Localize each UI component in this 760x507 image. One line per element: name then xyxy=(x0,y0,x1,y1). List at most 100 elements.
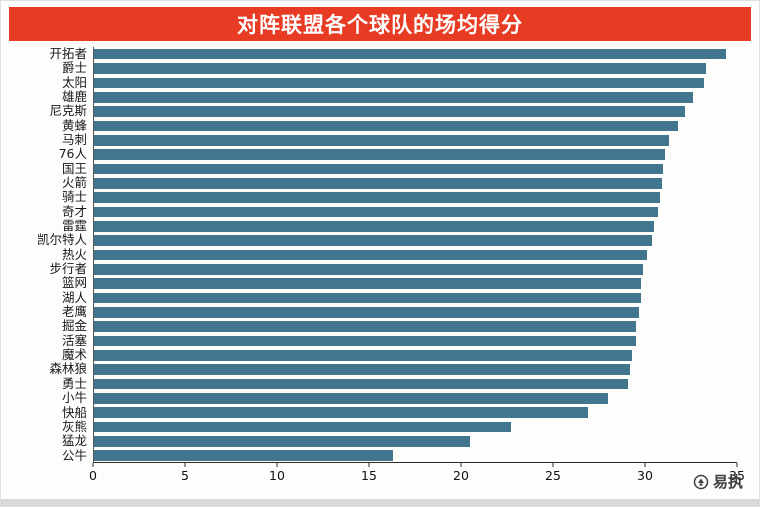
bar-track xyxy=(93,307,737,318)
bar-track xyxy=(93,264,737,275)
y-tick-label: 爵士 xyxy=(61,60,87,76)
x-axis: 0 5 10 15 20 25 30 35 xyxy=(89,463,745,485)
watermark-text: 易执 xyxy=(712,473,743,491)
bar xyxy=(93,321,636,332)
chart-row: 湖人 xyxy=(11,291,737,305)
y-tick-label: 猛龙 xyxy=(61,433,87,449)
x-tick-label: 20 xyxy=(453,468,469,483)
bar-track xyxy=(93,292,737,304)
bar xyxy=(93,120,679,132)
y-tick-label: 太阳 xyxy=(61,74,87,90)
watermark: 易执 xyxy=(693,471,743,492)
bar-track xyxy=(93,220,737,232)
chart-row: 公牛 xyxy=(11,449,737,463)
bar-track xyxy=(93,192,737,203)
y-tick-label: 勇士 xyxy=(61,375,87,391)
bar-track xyxy=(93,335,737,347)
chart-row: 雷霆 xyxy=(11,219,737,233)
x-tick-label: 15 xyxy=(361,468,377,483)
bar-track xyxy=(93,48,737,60)
bar-track xyxy=(93,91,737,103)
x-tick-mark xyxy=(276,463,278,467)
x-tick-mark xyxy=(644,463,646,467)
chart-row: 开拓者 xyxy=(11,47,737,61)
y-tick-label: 雷霆 xyxy=(61,218,87,234)
bar xyxy=(93,134,669,146)
y-tick-label: 老鹰 xyxy=(61,304,87,320)
y-tick-label: 开拓者 xyxy=(49,45,87,61)
y-tick-label: 湖人 xyxy=(61,289,87,305)
chart-row: 老鹰 xyxy=(11,305,737,319)
chart-row: 火箭 xyxy=(11,176,737,190)
bar-track xyxy=(93,77,737,89)
bar-track xyxy=(93,177,737,189)
chart-row: 尼克斯 xyxy=(11,104,737,118)
x-tick-label: 30 xyxy=(637,468,653,483)
x-tick-mark xyxy=(92,463,94,467)
bar-track xyxy=(93,120,737,132)
chart-row: 爵士 xyxy=(11,61,737,75)
chart-row: 雄鹿 xyxy=(11,90,737,104)
bar-track xyxy=(93,421,737,433)
chart-row: 快船 xyxy=(11,406,737,420)
bar xyxy=(93,149,666,160)
bar-track xyxy=(93,436,737,447)
chart-row: 活塞 xyxy=(11,334,737,348)
chart-row: 魔术 xyxy=(11,348,737,362)
y-tick-label: 魔术 xyxy=(61,347,87,363)
y-tick-label: 公牛 xyxy=(61,447,87,463)
x-tick-mark xyxy=(460,463,462,467)
bottom-strip xyxy=(1,499,759,506)
bar xyxy=(93,378,629,390)
bar-track xyxy=(93,134,737,146)
y-tick-label: 马刺 xyxy=(61,131,87,147)
bar xyxy=(93,206,658,218)
bar xyxy=(93,278,642,289)
bar xyxy=(93,91,693,103)
chart-row: 热火 xyxy=(11,248,737,262)
bar-track xyxy=(93,321,737,332)
x-tick-mark xyxy=(736,463,738,467)
y-tick-label: 活塞 xyxy=(61,332,87,348)
bar xyxy=(93,407,588,419)
y-axis-line xyxy=(93,47,94,463)
bar-track xyxy=(93,63,737,74)
bar xyxy=(93,235,653,246)
bar-track xyxy=(93,378,737,390)
y-tick-label: 灰熊 xyxy=(61,418,87,434)
bar xyxy=(93,163,664,175)
y-tick-label: 雄鹿 xyxy=(61,88,87,104)
bar xyxy=(93,192,660,203)
y-tick-label: 森林狼 xyxy=(49,361,87,377)
chart-row: 步行者 xyxy=(11,262,737,276)
x-axis-line xyxy=(93,461,737,463)
bar xyxy=(93,335,636,347)
y-tick-label: 奇才 xyxy=(61,203,87,219)
y-tick-label: 黄蜂 xyxy=(61,117,87,133)
bar-track xyxy=(93,407,737,419)
bar xyxy=(93,421,511,433)
bar-track xyxy=(93,235,737,246)
y-tick-label: 76人 xyxy=(58,146,87,162)
bar-track xyxy=(93,206,737,218)
y-tick-label: 掘金 xyxy=(61,318,87,334)
chart-row: 马刺 xyxy=(11,133,737,147)
bar xyxy=(93,264,644,275)
bar-track xyxy=(93,450,737,462)
chart-row: 小牛 xyxy=(11,391,737,405)
bar xyxy=(93,177,662,189)
x-tick-mark xyxy=(552,463,554,467)
chart-row: 太阳 xyxy=(11,76,737,90)
chart-row: 篮网 xyxy=(11,277,737,291)
bar-track xyxy=(93,106,737,117)
y-tick-label: 火箭 xyxy=(61,175,87,191)
y-tick-label: 凯尔特人 xyxy=(36,232,87,248)
bar-chart: 开拓者 爵士 太阳 雄鹿 尼克斯 黄蜂 马刺 76人 国王 火箭 骑士 奇才 雷霆 凯尔特人 热火 步行者 篮网… xyxy=(11,47,745,485)
bar-track xyxy=(93,393,737,404)
bar-track xyxy=(93,249,737,261)
y-tick-label: 热火 xyxy=(61,246,87,262)
chart-row: 国王 xyxy=(11,162,737,176)
y-tick-label: 篮网 xyxy=(61,275,87,291)
y-tick-label: 尼克斯 xyxy=(49,103,87,119)
